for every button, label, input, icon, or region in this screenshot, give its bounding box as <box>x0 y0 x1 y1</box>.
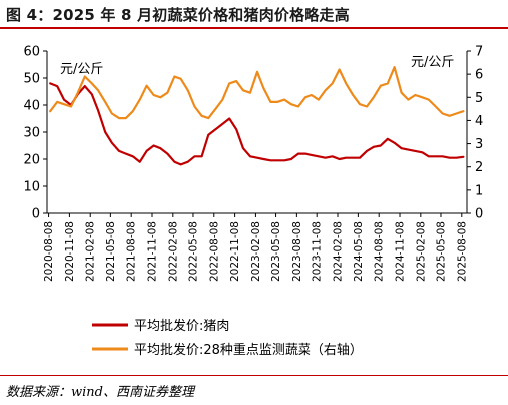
legend-label-vegetables: 平均批发价:28种重点监测蔬菜（右轴） <box>134 342 363 358</box>
x-axis-tick-label: 2022-02-08 <box>167 221 179 282</box>
right-axis-tick-label: 5 <box>475 91 483 106</box>
left-axis-tick-label: 50 <box>23 72 40 87</box>
right-axis-tick-label: 0 <box>475 207 483 222</box>
right-axis-tick-label: 4 <box>475 114 483 129</box>
chart-lines <box>49 66 465 166</box>
x-axis-tick-label: 2021-02-08 <box>85 221 97 282</box>
left-axis-tick-label: 20 <box>23 153 40 168</box>
x-axis-tick-label: 2023-02-08 <box>250 221 262 282</box>
x-axis-tick-label: 2024-02-08 <box>333 221 345 282</box>
x-axis-tick-label: 2025-08-08 <box>456 221 468 282</box>
x-axis-tick-label: 2025-02-08 <box>415 221 427 282</box>
x-axis-tick-label: 2024-08-08 <box>374 221 386 282</box>
chart-axes: 0 10 20 30 40 50 60 0 1 2 3 4 5 6 7 2020-08-08 2020-11-0… <box>23 45 483 283</box>
x-axis-tick-label: 2020-08-08 <box>43 221 55 282</box>
x-axis-tick-label: 2025-05-08 <box>435 221 447 282</box>
left-axis-unit: 元/公斤 <box>60 62 103 77</box>
right-axis-tick-label: 2 <box>475 160 483 175</box>
left-axis-tick-label: 10 <box>23 180 40 195</box>
series-line-pork <box>49 82 465 166</box>
x-axis-tick-label: 2021-05-08 <box>105 221 117 282</box>
right-axis-tick-label: 7 <box>475 45 483 60</box>
bottom-rule <box>0 375 508 376</box>
x-axis-tick-label: 2021-11-08 <box>147 221 159 282</box>
right-axis-unit: 元/公斤 <box>411 55 454 70</box>
left-axis-tick-label: 60 <box>23 45 40 60</box>
x-axis-tick-label: 2021-08-08 <box>126 221 138 282</box>
top-rule <box>0 27 508 29</box>
x-axis-tick-label: 2022-11-08 <box>229 221 241 282</box>
series-line-vegetables <box>49 66 465 120</box>
left-axis-tick-label: 30 <box>23 126 40 141</box>
legend-label-pork: 平均批发价:猪肉 <box>134 318 229 334</box>
x-axis-tick-label: 2022-05-08 <box>187 221 199 282</box>
right-axis-tick-label: 3 <box>475 137 483 152</box>
left-axis-tick-label: 0 <box>32 207 40 222</box>
right-axis-tick-label: 1 <box>475 183 483 198</box>
figure-title: 图 4：2025 年 8 月初蔬菜价格和猪肉价格略走高 <box>6 6 350 24</box>
x-axis-tick-label: 2023-05-08 <box>270 221 282 282</box>
x-axis-tick-label: 2023-11-08 <box>312 221 324 282</box>
x-axis-tick-label: 2024-11-08 <box>395 221 407 282</box>
line-chart: 0 10 20 30 40 50 60 0 1 2 3 4 5 6 7 2020-08-08 2020-11-0… <box>23 45 483 359</box>
source-note: 数据来源：wind、西南证券整理 <box>6 385 194 400</box>
right-axis-tick-label: 6 <box>475 68 483 83</box>
x-axis-tick-label: 2022-08-08 <box>208 221 220 282</box>
x-axis-tick-label: 2023-08-08 <box>291 221 303 282</box>
x-axis-tick-label: 2020-11-08 <box>64 221 76 282</box>
left-axis-tick-label: 40 <box>23 99 40 114</box>
x-axis-tick-label: 2024-05-08 <box>353 221 365 282</box>
